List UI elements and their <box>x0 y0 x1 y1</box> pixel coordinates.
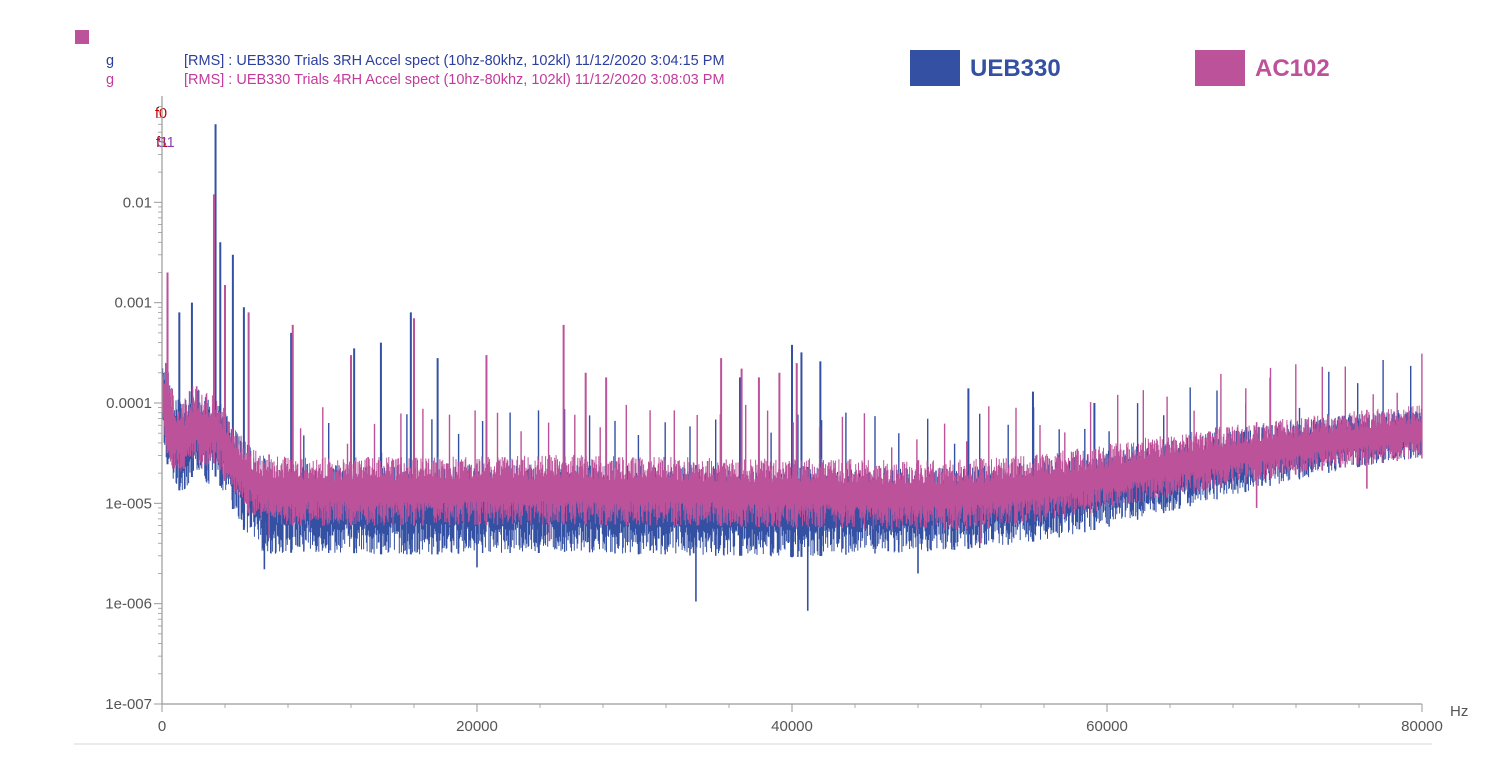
legend-swatch-ac102 <box>1195 50 1245 86</box>
y-tick-label: 1e-007 <box>105 696 152 713</box>
series-color-swatch <box>75 30 89 44</box>
header-unit-2: g <box>106 72 114 88</box>
x-tick-label: 40000 <box>771 718 813 735</box>
y-tick-label: 0.01 <box>123 194 152 211</box>
y-tick-label: 0.001 <box>114 295 152 312</box>
x-axis-label: Hz <box>1450 703 1468 720</box>
y-tick-label: 1e-006 <box>105 596 152 613</box>
series-layer <box>161 124 1423 611</box>
marker-f0: f0 <box>155 106 167 122</box>
y-axis-ticks: 1e-007 1e-006 1e-005 0.0001 0.001 0.01 <box>105 106 162 713</box>
legend-label-ac102: AC102 <box>1255 55 1330 82</box>
x-tick-label: 20000 <box>456 718 498 735</box>
x-axis-ticks: 0 20000 40000 60000 80000 <box>158 704 1443 735</box>
x-tick-label: 0 <box>158 718 166 735</box>
header-trace-2: [RMS] : UEB330 Trials 4RH Accel spect (1… <box>184 72 725 88</box>
legend-label-ueb330: UEB330 <box>970 55 1061 82</box>
axes <box>74 96 1432 745</box>
marker-s1: S1 <box>157 135 175 151</box>
x-tick-label: 60000 <box>1086 718 1128 735</box>
y-tick-label: 0.0001 <box>106 395 152 412</box>
series-ac102 <box>161 194 1423 544</box>
y-tick-label: 1e-005 <box>105 495 152 512</box>
legend-swatch-ueb330 <box>910 50 960 86</box>
header-unit-1: g <box>106 53 114 69</box>
series-harmonics-ac102 <box>299 353 1423 531</box>
header-trace-1: [RMS] : UEB330 Trials 3RH Accel spect (1… <box>184 53 725 69</box>
x-tick-label: 80000 <box>1401 718 1443 735</box>
